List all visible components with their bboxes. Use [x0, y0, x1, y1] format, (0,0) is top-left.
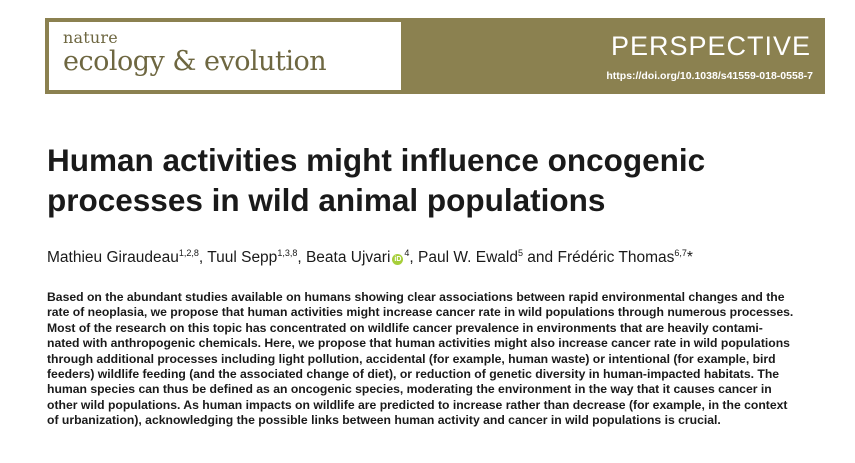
author-separator: , [297, 249, 306, 266]
author-name[interactable]: Mathieu Giraudeau [47, 249, 179, 266]
journal-banner: nature ecology & evolution PERSPECTIVE h… [45, 18, 825, 94]
abstract-line: of urbanization), acknowledging the poss… [47, 413, 721, 428]
author-name[interactable]: Beata Ujvari [305, 249, 391, 266]
author-name[interactable]: Tuul Sepp [207, 249, 278, 266]
abstract-line: other wild populations. As human impacts… [47, 397, 788, 412]
author-affiliation: 6,7 [674, 248, 687, 258]
abstract-line: Based on the abundant studies available … [47, 290, 785, 304]
orcid-icon[interactable]: iD [392, 254, 404, 265]
author-list: Mathieu Giraudeau1,2,8, Tuul Sepp1,3,8, … [47, 248, 693, 267]
abstract-line: nated with anthropogenic chemicals. Here… [47, 336, 790, 351]
abstract-line: through additional processes including l… [47, 351, 776, 366]
abstract-line: feeders) wildlife feeding (and the assoc… [47, 367, 780, 382]
journal-name-small: nature [63, 28, 118, 47]
title-line: processes in wild animal populations [47, 182, 606, 218]
journal-logo[interactable]: nature ecology & evolution [49, 22, 401, 90]
article-type-label: PERSPECTIVE [610, 31, 811, 61]
author-separator: and [523, 249, 558, 266]
title-line: Human activities might influence oncogen… [47, 142, 706, 178]
article-title: Human activities might influence oncogen… [47, 140, 807, 220]
author-name[interactable]: Frédéric Thomas [557, 249, 675, 266]
author-affiliation: 1,2,8 [178, 248, 199, 258]
author-affiliation: 4 [404, 248, 410, 258]
author-separator: , [409, 249, 419, 266]
corresponding-author-mark: * [686, 249, 693, 266]
abstract-line: Most of the research on this topic has c… [47, 320, 763, 335]
doi-link[interactable]: https://doi.org/10.1038/s41559-018-0558-… [606, 70, 813, 82]
author-affiliation: 5 [517, 248, 523, 258]
abstract-line: rate of neoplasia, we propose that human… [47, 305, 794, 320]
author-affiliation: 1,3,8 [277, 248, 298, 258]
abstract: Based on the abundant studies available … [47, 290, 827, 429]
abstract-line: human species can thus be defined as an … [47, 382, 772, 397]
journal-name-big: ecology & evolution [63, 46, 327, 77]
author-separator: , [198, 249, 208, 266]
author-name[interactable]: Paul W. Ewald [418, 249, 518, 266]
